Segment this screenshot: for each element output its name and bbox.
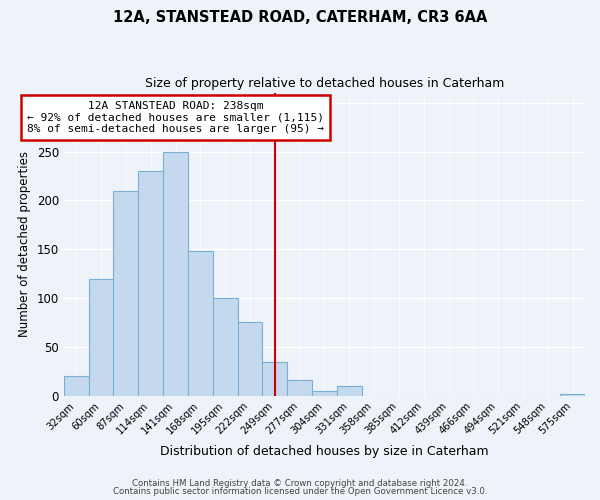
Bar	[113, 190, 139, 396]
Bar	[163, 152, 188, 396]
Bar	[337, 386, 362, 396]
Bar	[139, 171, 163, 396]
Text: 12A STANSTEAD ROAD: 238sqm
← 92% of detached houses are smaller (1,115)
8% of se: 12A STANSTEAD ROAD: 238sqm ← 92% of deta…	[27, 101, 324, 134]
Bar	[188, 251, 213, 396]
Bar	[262, 362, 287, 396]
Bar	[560, 394, 585, 396]
Text: 12A, STANSTEAD ROAD, CATERHAM, CR3 6AA: 12A, STANSTEAD ROAD, CATERHAM, CR3 6AA	[113, 10, 487, 25]
Bar	[287, 380, 312, 396]
Text: Contains public sector information licensed under the Open Government Licence v3: Contains public sector information licen…	[113, 487, 487, 496]
Y-axis label: Number of detached properties: Number of detached properties	[18, 152, 31, 338]
Bar	[238, 322, 262, 396]
Title: Size of property relative to detached houses in Caterham: Size of property relative to detached ho…	[145, 78, 504, 90]
X-axis label: Distribution of detached houses by size in Caterham: Distribution of detached houses by size …	[160, 444, 489, 458]
Bar	[89, 278, 113, 396]
Bar	[213, 298, 238, 396]
Text: Contains HM Land Registry data © Crown copyright and database right 2024.: Contains HM Land Registry data © Crown c…	[132, 478, 468, 488]
Bar	[64, 376, 89, 396]
Bar	[312, 391, 337, 396]
